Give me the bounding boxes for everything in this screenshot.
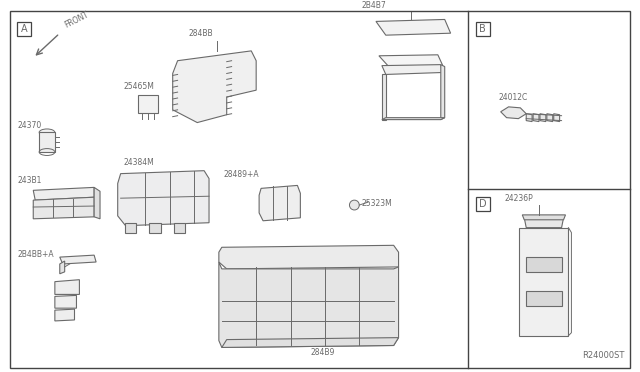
- Text: 28489+A: 28489+A: [224, 170, 259, 179]
- Polygon shape: [60, 255, 96, 264]
- Polygon shape: [55, 280, 79, 294]
- Polygon shape: [138, 95, 158, 113]
- Polygon shape: [522, 215, 566, 220]
- Polygon shape: [533, 114, 539, 122]
- Polygon shape: [540, 114, 546, 122]
- Polygon shape: [547, 114, 553, 122]
- Text: 24370: 24370: [17, 121, 42, 131]
- Text: 25465M: 25465M: [124, 82, 154, 91]
- Polygon shape: [382, 65, 443, 74]
- Text: 24236P: 24236P: [504, 194, 533, 203]
- Polygon shape: [39, 132, 55, 152]
- Polygon shape: [219, 262, 399, 347]
- Text: B: B: [479, 24, 486, 33]
- Polygon shape: [118, 171, 209, 226]
- Polygon shape: [173, 51, 256, 122]
- Text: 2B4BB+A: 2B4BB+A: [17, 250, 54, 259]
- Text: R24000ST: R24000ST: [582, 351, 625, 360]
- Polygon shape: [33, 187, 94, 200]
- Text: 2B4B7: 2B4B7: [361, 1, 386, 10]
- Bar: [17, 22, 31, 35]
- Polygon shape: [60, 261, 65, 274]
- Text: FRONT: FRONT: [63, 10, 90, 30]
- Polygon shape: [33, 197, 94, 219]
- Bar: [476, 22, 490, 35]
- Ellipse shape: [39, 129, 55, 136]
- Text: 24012C: 24012C: [499, 93, 528, 102]
- Text: D: D: [479, 199, 486, 209]
- Polygon shape: [222, 338, 399, 347]
- Polygon shape: [149, 223, 161, 232]
- Text: 25323M: 25323M: [361, 199, 392, 208]
- Polygon shape: [526, 114, 532, 122]
- Polygon shape: [376, 19, 451, 35]
- Polygon shape: [55, 309, 74, 321]
- Polygon shape: [125, 223, 136, 232]
- Bar: [476, 197, 490, 211]
- Polygon shape: [500, 107, 526, 119]
- Polygon shape: [382, 118, 445, 120]
- Polygon shape: [94, 187, 100, 219]
- Text: A: A: [20, 24, 28, 33]
- Polygon shape: [379, 55, 443, 67]
- Text: 284B9: 284B9: [310, 348, 335, 357]
- Polygon shape: [55, 295, 76, 308]
- Polygon shape: [441, 65, 445, 120]
- Circle shape: [349, 200, 359, 210]
- Text: 284BB: 284BB: [188, 29, 213, 38]
- Polygon shape: [526, 257, 561, 272]
- Polygon shape: [259, 185, 300, 221]
- Polygon shape: [173, 223, 186, 232]
- Text: 243B1: 243B1: [17, 176, 42, 185]
- Polygon shape: [382, 74, 386, 120]
- Polygon shape: [554, 114, 559, 122]
- Polygon shape: [219, 245, 399, 269]
- Polygon shape: [524, 218, 564, 228]
- Polygon shape: [526, 292, 561, 306]
- Polygon shape: [519, 228, 568, 336]
- Text: 24384M: 24384M: [124, 158, 154, 167]
